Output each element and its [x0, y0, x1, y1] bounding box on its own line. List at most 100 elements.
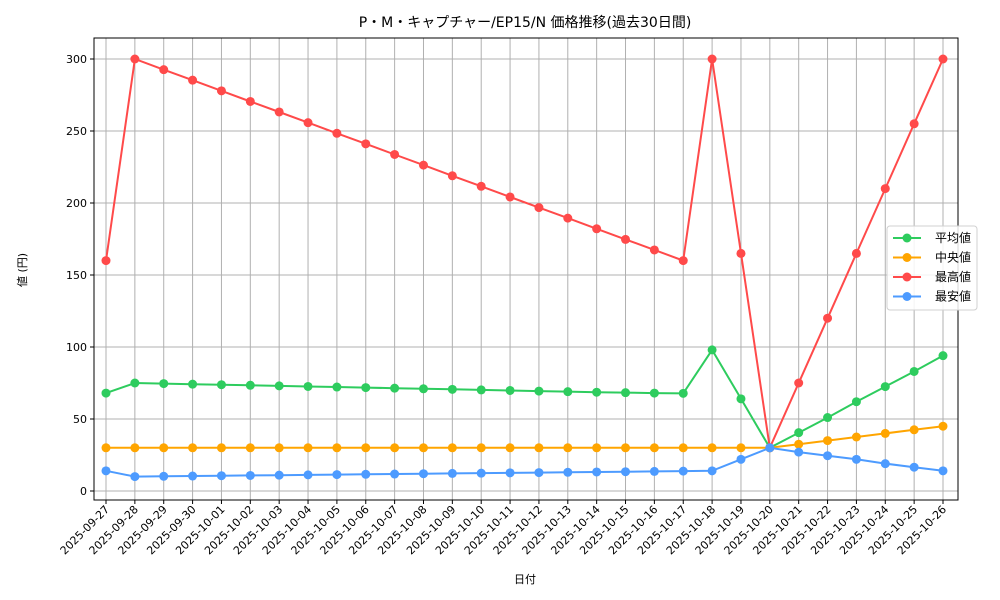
series-line	[105, 348, 944, 450]
data-point	[332, 470, 342, 480]
data-point	[736, 394, 746, 404]
data-point	[823, 436, 833, 446]
data-point	[245, 443, 255, 453]
data-point	[418, 469, 428, 479]
data-point	[274, 381, 284, 391]
data-point	[361, 443, 371, 453]
data-series	[101, 54, 948, 482]
data-point	[505, 443, 515, 453]
y-tick-label: 0	[80, 485, 87, 498]
data-point	[621, 234, 631, 244]
data-point	[880, 428, 890, 438]
data-point	[736, 454, 746, 464]
data-point	[159, 443, 169, 453]
data-point	[303, 443, 313, 453]
data-point	[678, 388, 688, 398]
y-axis-ticks: 0 50 100 150 200 250 300	[66, 53, 94, 498]
data-point	[707, 54, 717, 64]
data-point	[188, 471, 198, 481]
data-point	[736, 443, 746, 453]
data-point	[332, 443, 342, 453]
data-point	[505, 468, 515, 478]
data-point	[851, 432, 861, 442]
series-3	[101, 443, 948, 482]
data-point	[505, 385, 515, 395]
legend-label: 平均値	[935, 230, 971, 245]
data-point	[794, 447, 804, 457]
data-point	[216, 86, 226, 96]
data-point	[563, 387, 573, 397]
data-point	[159, 379, 169, 389]
legend-label: 中央値	[935, 250, 971, 265]
data-point	[707, 345, 717, 355]
data-point	[390, 149, 400, 159]
data-point	[794, 439, 804, 449]
data-point	[649, 388, 659, 398]
data-point	[505, 192, 515, 202]
data-point	[736, 248, 746, 258]
data-point	[851, 248, 861, 258]
grid-lines	[94, 38, 958, 500]
series-2	[101, 54, 948, 453]
data-point	[621, 467, 631, 477]
data-point	[245, 380, 255, 390]
data-point	[534, 203, 544, 213]
data-point	[274, 107, 284, 117]
data-point	[216, 380, 226, 390]
data-point	[649, 466, 659, 476]
x-axis-title: 日付	[514, 573, 536, 586]
data-point	[592, 467, 602, 477]
data-point	[476, 181, 486, 191]
series-0	[101, 345, 948, 453]
data-point	[447, 384, 457, 394]
data-point	[245, 96, 255, 106]
data-point	[794, 428, 804, 438]
data-point	[101, 256, 111, 266]
data-point	[188, 379, 198, 389]
data-point	[332, 128, 342, 138]
data-point	[418, 384, 428, 394]
data-point	[447, 171, 457, 181]
data-point	[476, 443, 486, 453]
data-point	[303, 381, 313, 391]
data-point	[909, 425, 919, 435]
data-point	[390, 443, 400, 453]
data-point	[274, 470, 284, 480]
data-point	[880, 459, 890, 469]
legend-box	[886, 225, 978, 311]
data-point	[592, 387, 602, 397]
data-point	[361, 139, 371, 149]
data-point	[851, 454, 861, 464]
y-tick-label: 150	[66, 269, 87, 282]
data-point	[390, 383, 400, 393]
data-point	[534, 468, 544, 478]
data-point	[649, 245, 659, 255]
y-tick-label: 50	[73, 413, 87, 426]
data-point	[130, 54, 140, 64]
data-point	[938, 54, 948, 64]
data-point	[909, 119, 919, 129]
y-tick-label: 100	[66, 341, 87, 354]
data-point	[361, 469, 371, 479]
y-axis-title: 値 (円)	[16, 253, 29, 287]
data-point	[361, 383, 371, 393]
data-point	[938, 466, 948, 476]
data-point	[851, 397, 861, 407]
data-point	[938, 351, 948, 361]
data-point	[476, 468, 486, 478]
y-tick-label: 200	[66, 197, 87, 210]
data-point	[130, 378, 140, 388]
chart-title: P・M・キャプチャー/EP15/N 価格推移(過去30日間)	[359, 15, 692, 31]
data-point	[563, 467, 573, 477]
data-point	[707, 443, 717, 453]
legend-marker	[902, 272, 912, 282]
data-point	[159, 471, 169, 481]
series-line	[106, 425, 944, 449]
data-point	[332, 382, 342, 392]
data-point	[130, 443, 140, 453]
data-point	[130, 472, 140, 482]
data-point	[245, 470, 255, 480]
data-point	[303, 470, 313, 480]
data-point	[563, 213, 573, 223]
data-point	[418, 160, 428, 170]
